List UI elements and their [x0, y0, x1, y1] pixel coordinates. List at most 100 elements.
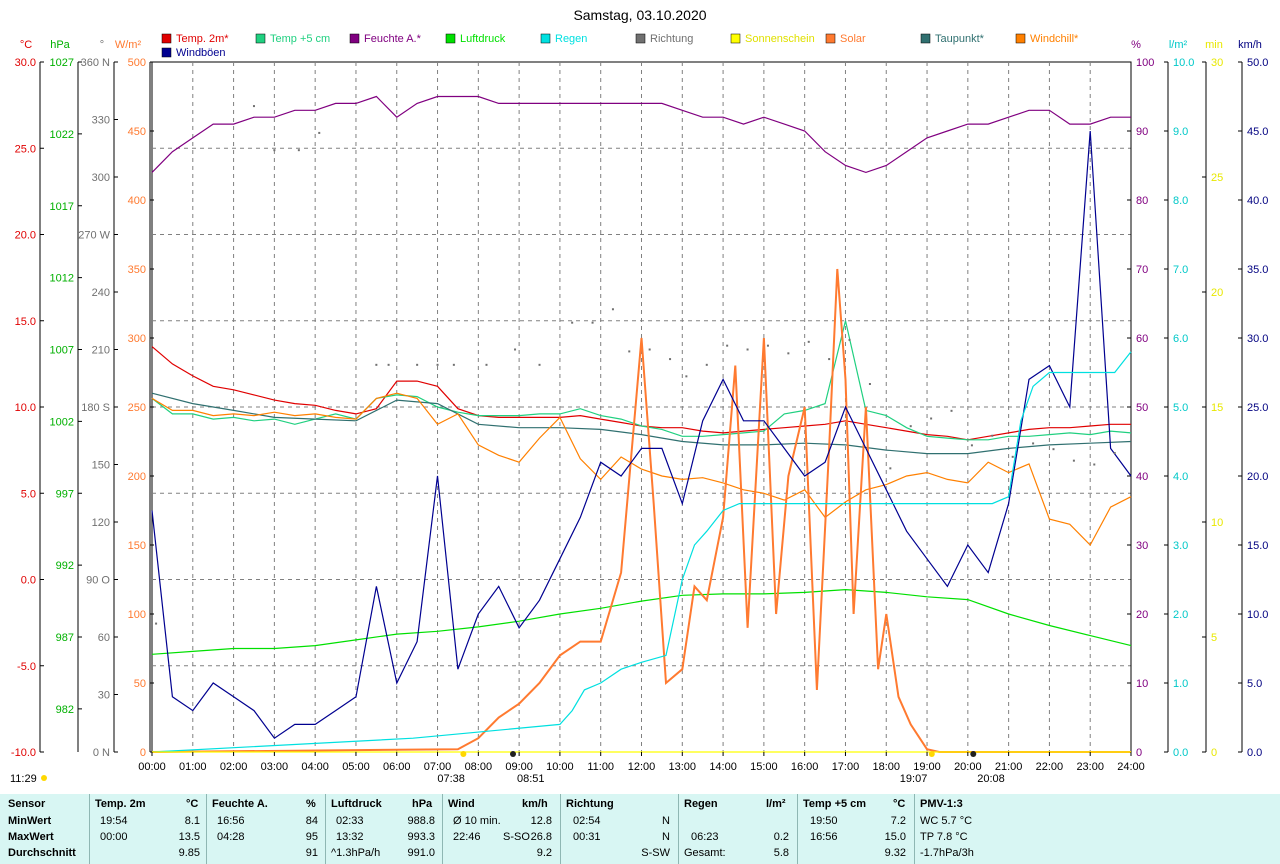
axis-tick-label: 20.0 — [15, 230, 36, 242]
stats-regen-max-time: 06:23 — [691, 831, 719, 843]
legend-label: Richtung — [650, 33, 693, 45]
axis-tick-label: 50.0 — [1247, 57, 1268, 69]
axis-tick-label: 20 — [1136, 609, 1148, 621]
legend-item: Solar — [825, 33, 866, 45]
axis-tick-label: 60 — [1136, 333, 1148, 345]
axis-tick-label: 25.0 — [1247, 402, 1268, 414]
axis-tick-label: 10.0 — [15, 402, 36, 414]
series-line — [151, 130, 1132, 740]
axis-tick-label: 500 — [128, 57, 146, 69]
legend-item: Feuchte A.* — [349, 33, 422, 45]
grid — [152, 62, 1131, 752]
marker-noon-time: 08:51 — [517, 773, 545, 785]
axis-tick-label: 250 — [128, 402, 146, 414]
series-point — [591, 321, 594, 324]
axis-tick-label: 50 — [134, 678, 146, 690]
x-tick-label: 13:00 — [669, 761, 697, 773]
axis-tick-label: 200 — [128, 471, 146, 483]
series-point — [930, 417, 933, 420]
chart-title: Samstag, 03.10.2020 — [573, 7, 706, 23]
series-rain — [151, 351, 1132, 753]
axis-tick-label: 3.0 — [1173, 540, 1188, 552]
x-tick-label: 15:00 — [750, 761, 778, 773]
axis-tick-label: 1012 — [50, 273, 74, 285]
stats-pmv-trend: -1.7hPa/3h — [920, 847, 974, 859]
axis-tick-label: 300 — [92, 172, 110, 184]
axis-unit-degree: ° — [100, 39, 104, 51]
legend-label: Solar — [840, 33, 866, 45]
axis-tick-label: 330 — [92, 115, 110, 127]
series-line — [151, 351, 1132, 753]
series-point — [436, 363, 439, 366]
axis-tick-label: 1.0 — [1173, 678, 1188, 690]
x-tick-label: 24:00 — [1117, 761, 1145, 773]
axis-tick-label: 7.0 — [1173, 264, 1188, 276]
axis-tick-label: 450 — [128, 126, 146, 138]
axis-tick-label: 5.0 — [1247, 678, 1262, 690]
x-tick-label: 12:00 — [628, 761, 656, 773]
legend-label: Feuchte A.* — [364, 33, 422, 45]
marker-sun-icon — [41, 775, 47, 781]
series-solar — [151, 268, 1131, 753]
legend-label: Windchill* — [1030, 33, 1079, 45]
legend-swatch — [920, 33, 931, 44]
x-tick-label: 02:00 — [220, 761, 248, 773]
axis-unit-minutes: min — [1205, 39, 1223, 51]
legend-swatch — [161, 47, 172, 58]
stats-luftdruck-min: 988.8 — [407, 815, 435, 827]
x-tick-label: 23:00 — [1076, 761, 1104, 773]
axis-unit-kmh: km/h — [1238, 39, 1262, 51]
stats-temp5cm-unit: °C — [893, 798, 906, 810]
stats-temp2m-avg: 9.85 — [178, 847, 200, 859]
legend-item: Taupunkt* — [920, 33, 985, 45]
legend-swatch — [349, 33, 360, 44]
series-point — [155, 622, 158, 625]
stats-temp5cm-max: 15.0 — [884, 831, 906, 843]
x-tick-label: 20:00 — [954, 761, 982, 773]
legend-swatch — [255, 33, 266, 44]
series-point — [787, 352, 790, 355]
series-point — [318, 131, 321, 134]
series-point — [1072, 459, 1075, 462]
axis-tick-label: 80 — [1136, 195, 1148, 207]
axis-tick-label: -5.0 — [17, 661, 36, 673]
axis-tick-label: 9.0 — [1173, 126, 1188, 138]
axis-tick-label: 987 — [56, 632, 74, 644]
legend-item: Windböen — [161, 47, 226, 59]
legend-item: Temp +5 cm — [255, 33, 330, 45]
axis-tick-label: 15 — [1211, 402, 1223, 414]
series-celsius — [151, 392, 1132, 547]
stats-temp2m-min-time: 19:54 — [100, 815, 128, 827]
legend-label: Taupunkt* — [935, 33, 985, 45]
axis-tick-label: 350 — [128, 264, 146, 276]
x-tick-label: 19:00 — [913, 761, 941, 773]
axis-tick-label: 30 — [98, 690, 110, 702]
x-tick-label: 21:00 — [995, 761, 1023, 773]
legend-label: Temp. 2m* — [176, 33, 229, 45]
axis-tick-label: 0.0 — [1173, 747, 1188, 759]
series-line — [151, 392, 1132, 547]
axis-tick-label: 100 — [128, 609, 146, 621]
legend-swatch — [445, 33, 456, 44]
marker-dusk-time: 20:08 — [977, 773, 1005, 785]
axis-tick-label: 982 — [56, 704, 74, 716]
legend-item: Richtung — [635, 33, 693, 45]
stats-wind-max-dir: S-SO — [503, 831, 530, 843]
axis-tick-label: 30 — [1136, 540, 1148, 552]
series-point — [452, 363, 455, 366]
stats-pmv-header: PMV-1:3 — [920, 798, 963, 810]
legend-item: Luftdruck — [445, 33, 506, 45]
axis-tick-label: 60 — [98, 632, 110, 644]
axis-tick-label: 0 N — [93, 747, 110, 759]
axis-tick-label: 0.0 — [21, 575, 36, 587]
stats-temp2m-header: Temp. 2m — [95, 798, 146, 810]
marker-left-time: 11:29 — [10, 773, 37, 785]
stats-wind-avg10-label: Ø 10 min. — [453, 815, 501, 827]
series-point — [726, 344, 729, 347]
axis-unit-percent: % — [1131, 39, 1141, 51]
series-point — [628, 350, 631, 353]
legend-swatch — [540, 33, 551, 44]
axis-unit-celsius: °C — [20, 39, 32, 51]
axis-tick-label: 120 — [92, 517, 110, 529]
axis-tick-label: 70 — [1136, 264, 1148, 276]
